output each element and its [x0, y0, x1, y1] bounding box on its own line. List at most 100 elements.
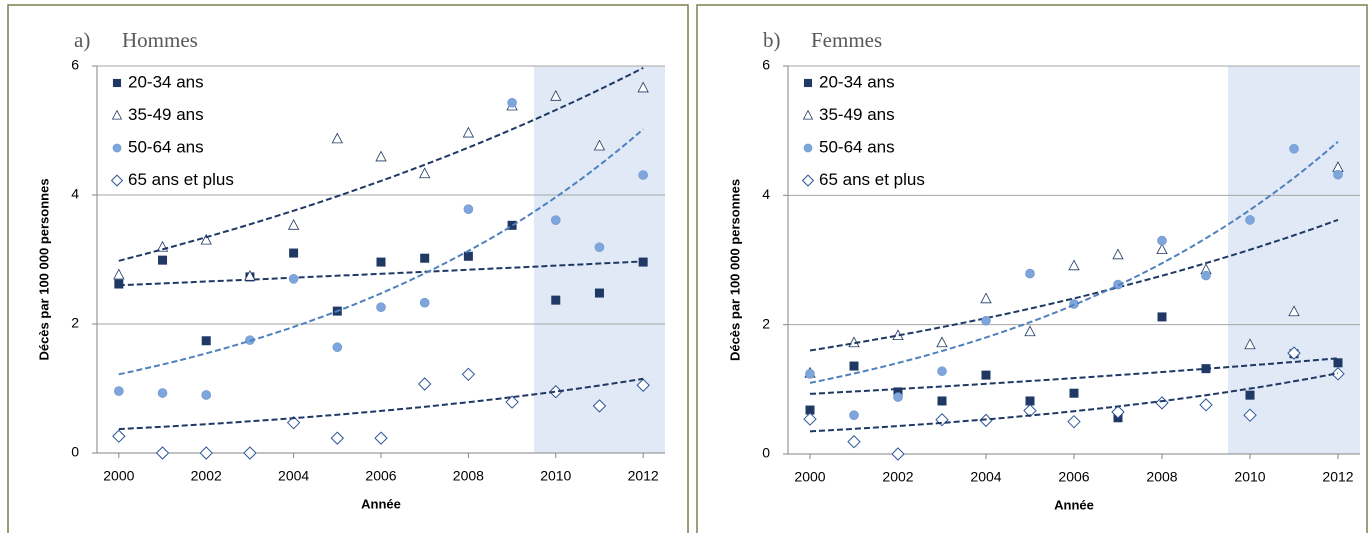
marker-circle	[849, 410, 859, 421]
marker-square	[376, 257, 386, 267]
marker-circle	[1025, 268, 1035, 279]
panel-title: Femmes	[811, 28, 882, 52]
y-tick-label: 6	[762, 57, 770, 73]
marker-square	[551, 295, 561, 305]
panel-border	[7, 4, 689, 533]
marker-diamond	[1023, 403, 1037, 418]
marker-square	[805, 405, 815, 415]
x-tick-label: 2008	[1146, 469, 1177, 485]
panel-title: Hommes	[122, 28, 198, 52]
marker-diamond	[1111, 405, 1125, 419]
legend-marker	[803, 143, 813, 153]
x-axis-title: Année	[361, 496, 401, 511]
x-tick-label: 2008	[453, 468, 484, 484]
y-tick-label: 4	[762, 186, 770, 202]
trend-line	[118, 377, 644, 431]
marker-diamond	[330, 431, 345, 445]
marker-diamond	[891, 447, 905, 461]
marker-diamond	[636, 378, 650, 392]
marker-square	[1025, 396, 1035, 406]
legend-marker	[112, 143, 122, 153]
marker-diamond	[286, 415, 301, 430]
marker-circle	[157, 388, 168, 398]
marker-diamond	[199, 446, 213, 460]
marker-circle	[550, 215, 561, 225]
marker-square	[201, 336, 211, 346]
marker-triangle	[244, 269, 256, 281]
legend-label: 65 ans et plus	[819, 170, 925, 189]
trend-line	[809, 218, 1339, 352]
marker-circle	[201, 390, 212, 400]
marker-diamond	[803, 412, 817, 426]
marker-triangle	[375, 150, 387, 162]
marker-triangle	[637, 81, 649, 93]
marker-square	[594, 288, 604, 298]
marker-square	[114, 279, 124, 289]
panel-label: a)	[74, 28, 90, 52]
marker-triangle	[287, 218, 300, 230]
marker-square	[1069, 388, 1079, 398]
marker-circle	[893, 392, 903, 402]
legend-label: 20-34 ans	[128, 72, 204, 91]
x-tick-label: 2012	[1322, 469, 1353, 485]
y-tick-label: 0	[762, 445, 770, 461]
marker-square	[893, 387, 903, 397]
x-tick-label: 2010	[540, 468, 571, 484]
marker-circle	[1333, 169, 1343, 180]
marker-triangle	[1288, 305, 1300, 317]
x-tick-label: 2002	[191, 468, 222, 484]
marker-circle	[1245, 215, 1255, 225]
y-tick-label: 6	[71, 57, 79, 73]
marker-diamond	[374, 431, 388, 445]
marker-circle	[376, 302, 386, 313]
marker-circle	[288, 274, 299, 284]
marker-circle	[1201, 270, 1211, 281]
marker-diamond	[417, 377, 432, 391]
marker-circle	[463, 204, 474, 214]
x-tick-label: 2010	[1234, 469, 1265, 485]
trend-line	[118, 260, 644, 287]
marker-diamond	[1067, 414, 1081, 429]
legend-label: 50-64 ans	[819, 137, 895, 156]
marker-square	[1333, 358, 1343, 368]
trend-line	[809, 357, 1339, 395]
marker-circle	[332, 342, 343, 353]
marker-square	[289, 248, 299, 258]
marker-triangle	[936, 336, 948, 348]
legend-marker	[112, 78, 122, 88]
panel-label: b)	[763, 28, 781, 52]
marker-triangle	[1068, 259, 1080, 271]
marker-diamond	[155, 446, 170, 460]
legend-marker	[802, 109, 814, 120]
marker-square	[849, 361, 859, 371]
marker-triangle	[593, 139, 606, 151]
marker-square	[981, 370, 991, 380]
marker-circle	[114, 386, 124, 396]
marker-triangle	[462, 126, 475, 138]
legend-label: 20-34 ans	[819, 72, 895, 91]
x-tick-label: 2004	[278, 468, 309, 484]
marker-square	[507, 220, 517, 230]
marker-square	[1157, 312, 1167, 322]
marker-circle	[638, 170, 648, 180]
marker-square	[463, 251, 473, 261]
legend-label: 35-49 ans	[128, 105, 204, 124]
marker-diamond	[1199, 398, 1213, 412]
x-axis-title: Année	[1054, 497, 1094, 512]
legend-marker	[110, 174, 124, 187]
legend-marker	[111, 109, 123, 120]
x-tick-label: 2002	[882, 469, 913, 485]
marker-diamond	[1287, 346, 1301, 360]
marker-triangle	[1156, 243, 1168, 255]
panel-border	[696, 4, 1368, 533]
marker-triangle	[1024, 325, 1036, 337]
marker-diamond	[847, 435, 861, 449]
y-tick-label: 0	[71, 444, 79, 460]
legend-label: 65 ans et plus	[128, 170, 234, 189]
marker-square	[420, 253, 430, 263]
marker-square	[937, 396, 947, 406]
marker-diamond	[549, 385, 563, 399]
y-axis-title: Décès par 100 000 personnes	[36, 178, 51, 360]
y-axis-title: Décès par 100 000 personnes	[727, 179, 742, 361]
